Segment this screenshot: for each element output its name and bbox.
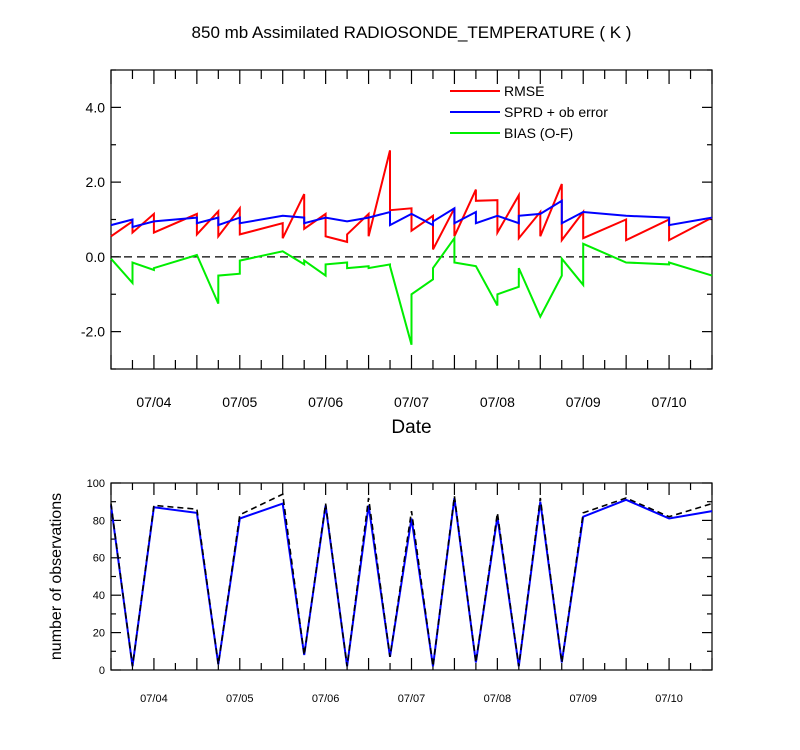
x-tick-label: 07/06	[312, 693, 340, 705]
series-line-1	[110, 493, 713, 667]
y-tick-label: 4.0	[86, 99, 106, 115]
y-tick-label: 60	[93, 553, 105, 565]
x-tick-label: 07/10	[652, 394, 687, 410]
top-chart: 850 mb Assimilated RADIOSONDE_TEMPERATUR…	[81, 23, 713, 438]
x-axis-label: Date	[391, 417, 431, 438]
x-tick-label: 07/07	[398, 693, 426, 705]
y-tick-label: 0	[99, 665, 105, 677]
x-tick-label: 07/07	[394, 394, 429, 410]
x-tick-label: 07/09	[569, 693, 597, 705]
y-axis-label: number of observations	[48, 493, 65, 660]
series-line-2	[110, 235, 713, 345]
bottom-chart: 07/04 07/05 07/06 07/07 07/08 07/09 07/10 100 80…	[48, 478, 713, 705]
x-tick-label: 07/04	[136, 394, 171, 410]
chart-title: 850 mb Assimilated RADIOSONDE_TEMPERATUR…	[192, 23, 632, 42]
x-tick-label: 07/05	[222, 394, 257, 410]
y-tick-label: -2.0	[81, 324, 105, 340]
legend-label: SPRD + ob error	[504, 104, 608, 120]
legend-label: BIAS (O-F)	[504, 125, 573, 141]
x-tick-label: 07/04	[140, 693, 168, 705]
y-tick-label: 80	[93, 515, 105, 527]
y-tick-label: 20	[93, 627, 105, 639]
x-tick-label: 07/10	[655, 693, 683, 705]
x-tick-label: 07/09	[566, 394, 601, 410]
y-tick-label: 2.0	[86, 174, 106, 190]
x-tick-label: 07/08	[480, 394, 515, 410]
y-tick-label: 40	[93, 590, 105, 602]
y-tick-label: 0.0	[86, 249, 106, 265]
x-tick-label: 07/08	[484, 693, 512, 705]
x-tick-label: 07/06	[308, 394, 343, 410]
y-tick-label: 100	[87, 478, 105, 490]
legend-label: RMSE	[504, 83, 544, 99]
series-line-1	[110, 199, 713, 229]
series-line-0	[110, 150, 713, 250]
series-line-0	[110, 497, 713, 667]
x-tick-label: 07/05	[226, 693, 254, 705]
